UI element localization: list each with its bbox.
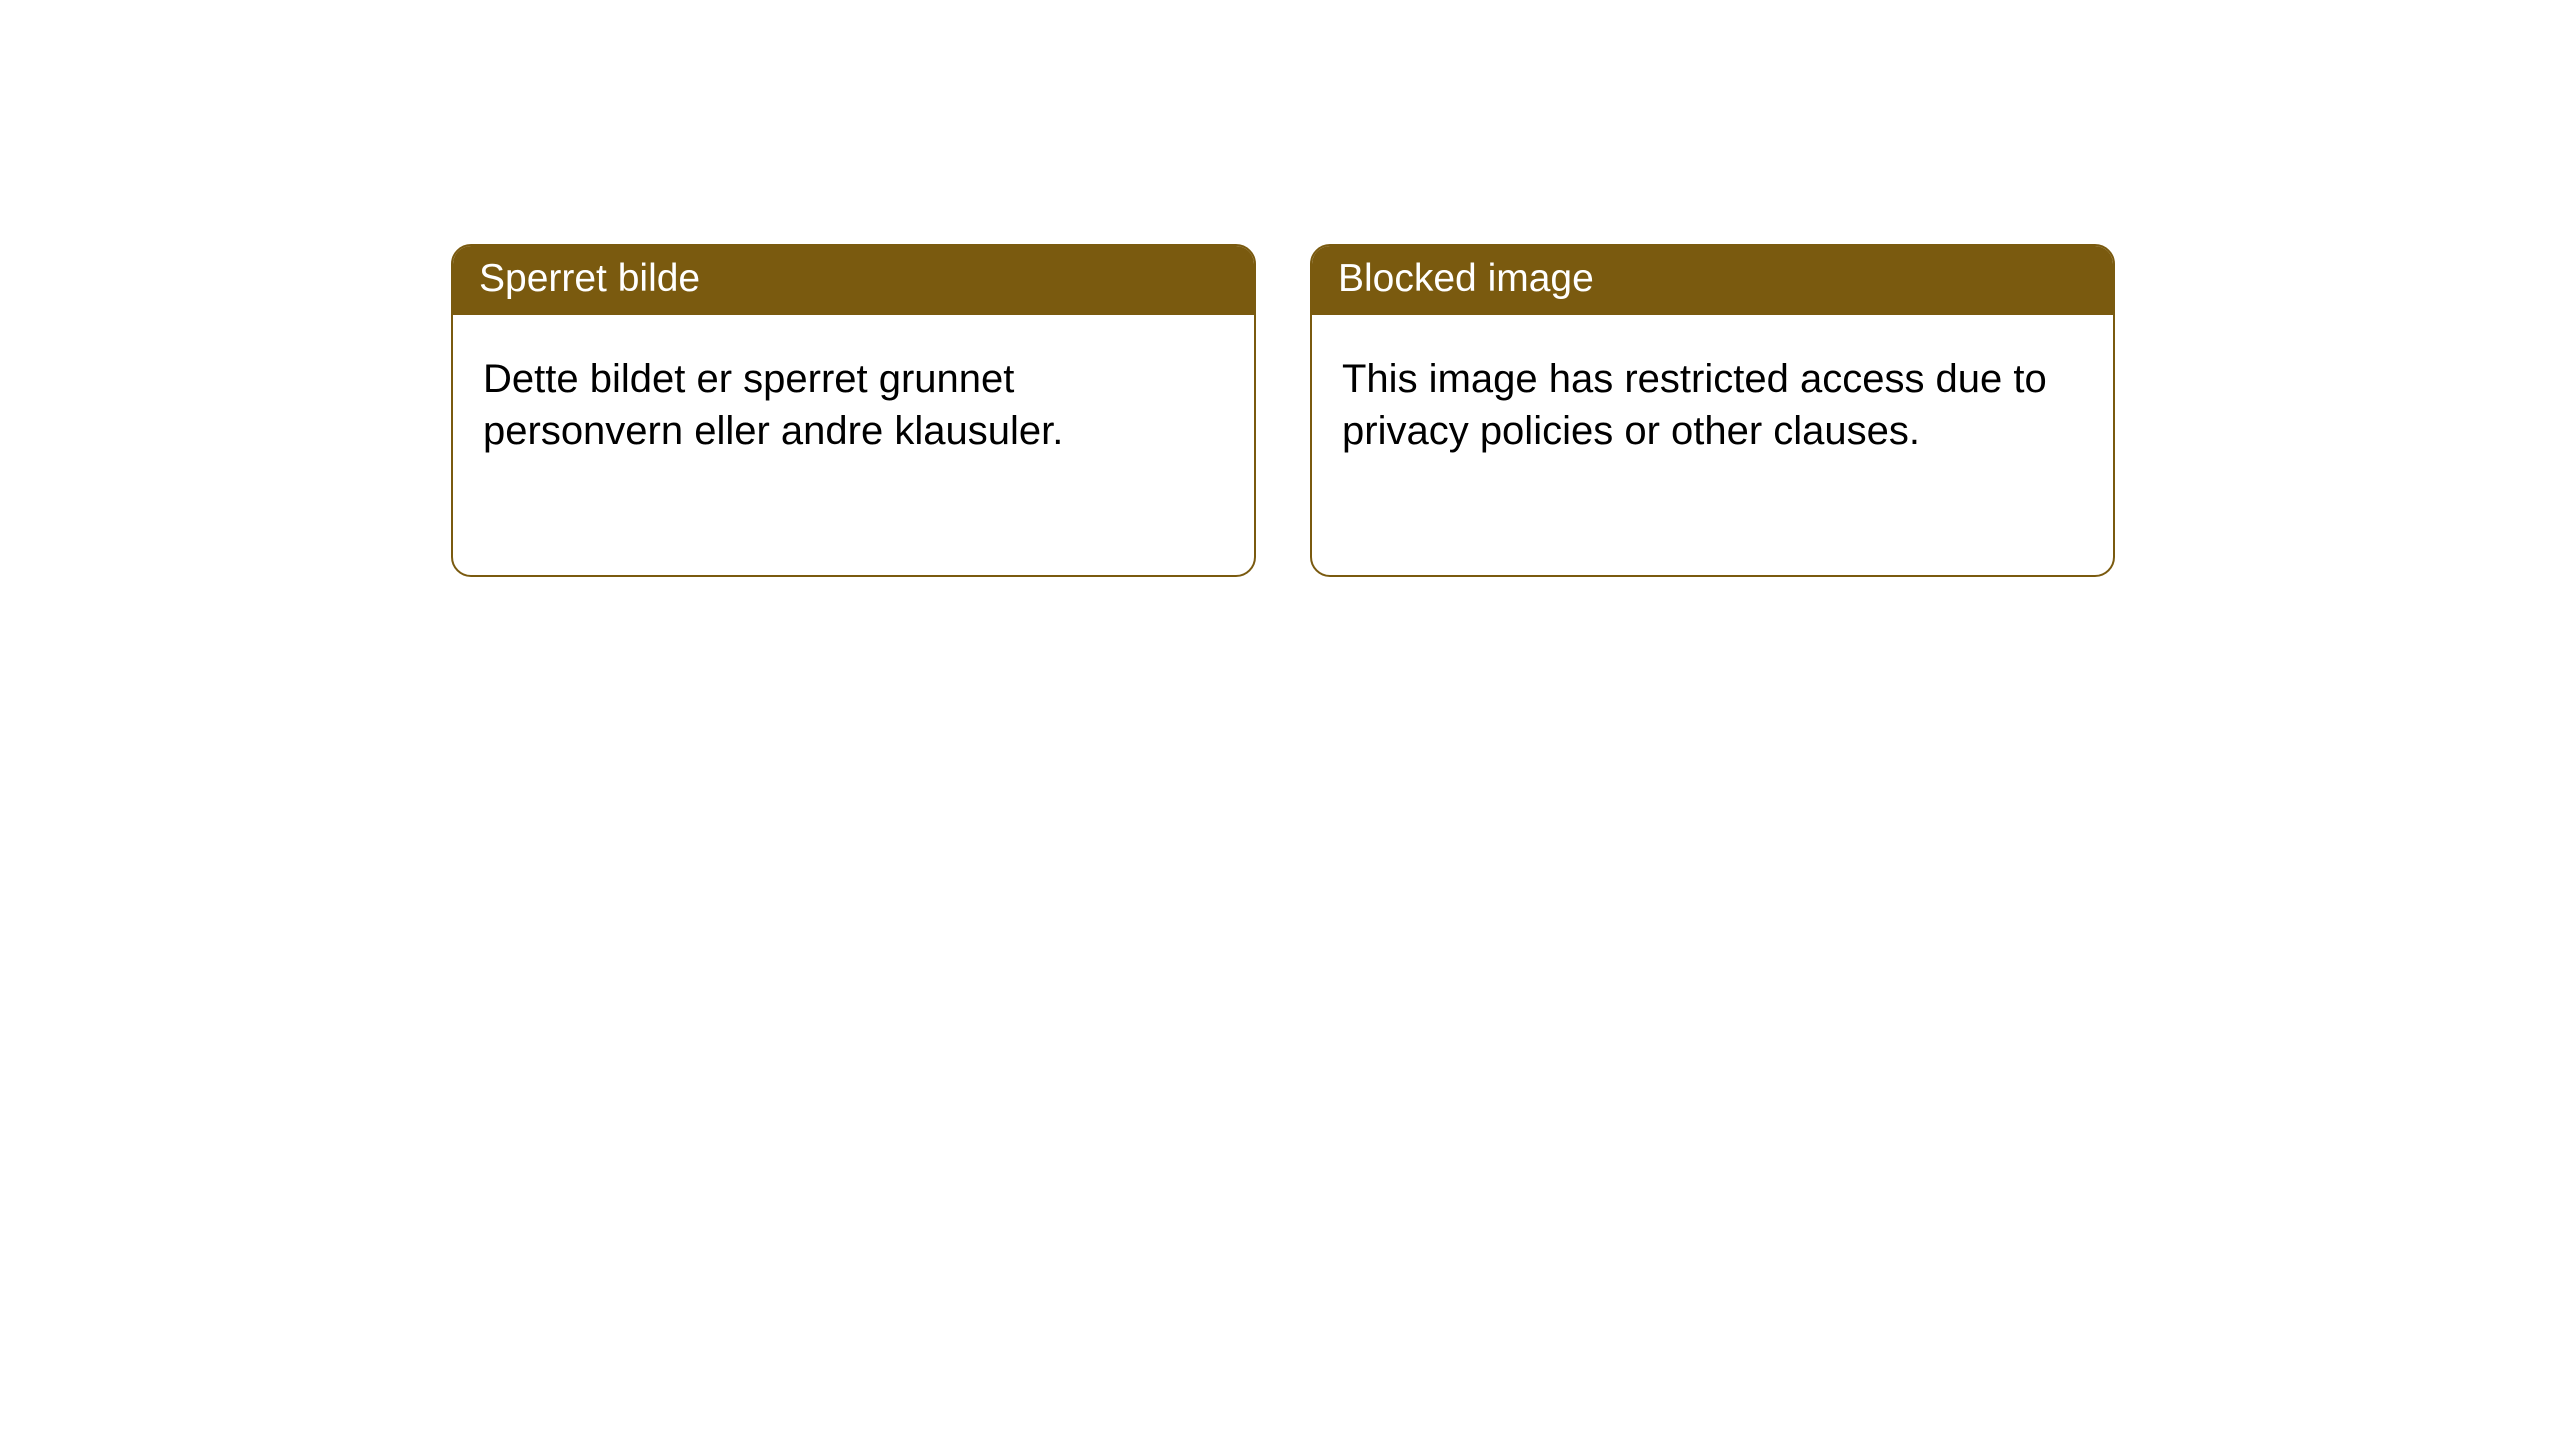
notice-body: This image has restricted access due to … xyxy=(1312,315,2113,487)
notice-body: Dette bildet er sperret grunnet personve… xyxy=(453,315,1254,487)
notice-container: Sperret bilde Dette bildet er sperret gr… xyxy=(451,244,2115,577)
notice-card-norwegian: Sperret bilde Dette bildet er sperret gr… xyxy=(451,244,1256,577)
notice-header: Sperret bilde xyxy=(453,246,1254,315)
notice-card-english: Blocked image This image has restricted … xyxy=(1310,244,2115,577)
notice-header: Blocked image xyxy=(1312,246,2113,315)
